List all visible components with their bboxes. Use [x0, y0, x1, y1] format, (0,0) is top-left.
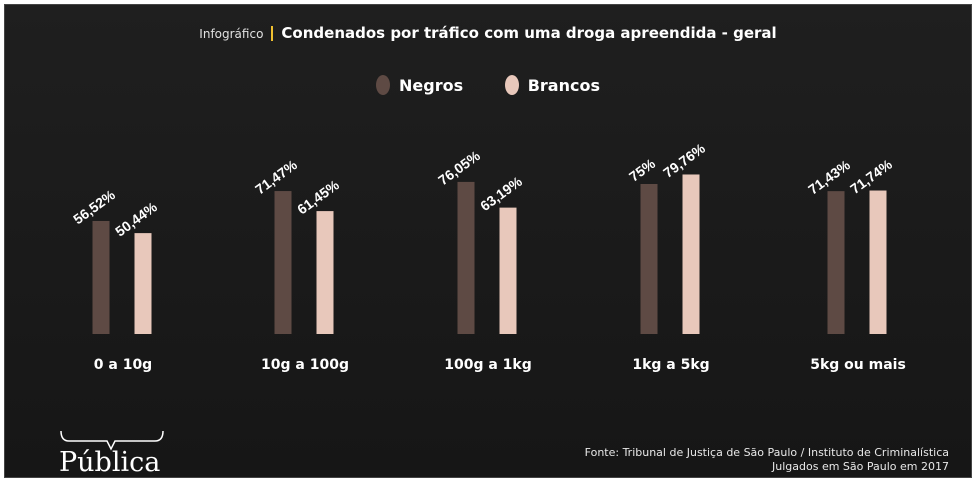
logo-text: Pública: [59, 447, 161, 478]
bar-brancos: [499, 207, 517, 334]
legend-item-brancos: Brancos: [504, 75, 600, 95]
bar-brancos: [682, 174, 700, 334]
chart-legend: Negros Brancos: [5, 75, 971, 99]
bar-negros: [827, 191, 845, 334]
bar-negros: [457, 181, 475, 334]
fingerprint-icon: [504, 75, 519, 95]
source-line-2: Julgados em São Paulo em 2017: [772, 460, 949, 473]
bar-negros: [640, 184, 658, 334]
header: Infográfico Condenados por tráfico com um…: [5, 23, 971, 42]
source-line-1: Fonte: Tribunal de Justiça de São Paulo …: [584, 446, 949, 459]
speech-bracket-icon: [60, 430, 164, 451]
fingerprint-icon: [376, 75, 391, 95]
category-label: 100g a 1kg: [444, 357, 532, 373]
source-note: Fonte: Tribunal de Justiça de São Paulo …: [585, 446, 949, 474]
header-kicker: Infográfico: [199, 27, 264, 41]
category-label: 0 a 10g: [94, 357, 152, 373]
category-label: 10g a 100g: [261, 357, 349, 373]
data-label: 75%: [626, 155, 659, 185]
legend-label-negros: Negros: [399, 75, 464, 95]
legend-item-negros: Negros: [376, 75, 463, 95]
bar-brancos: [316, 211, 334, 334]
legend-label-brancos: Brancos: [527, 75, 600, 95]
bar-brancos: [869, 190, 887, 334]
bar-negros: [92, 220, 110, 334]
category-label: 1kg a 5kg: [632, 357, 709, 373]
category-label: 5kg ou mais: [810, 357, 906, 373]
bar-brancos: [134, 233, 152, 334]
header-separator: [271, 26, 274, 41]
infographic-frame: Infográfico Condenados por tráfico com um…: [4, 4, 972, 478]
bar-negros: [274, 191, 292, 334]
chart-title: Condenados por tráfico com uma droga apr…: [281, 24, 777, 42]
